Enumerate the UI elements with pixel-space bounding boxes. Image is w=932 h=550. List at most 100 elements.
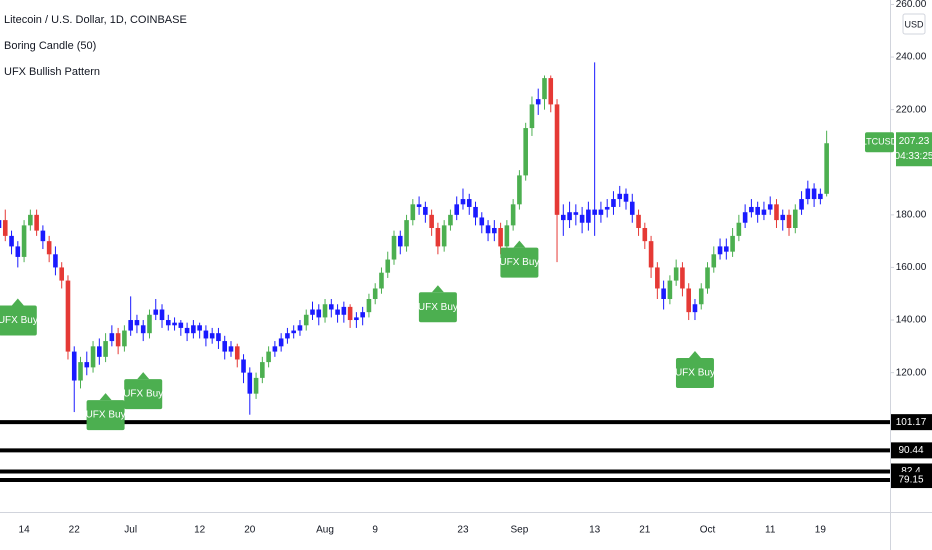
candle-body xyxy=(316,309,322,318)
candle-body xyxy=(655,267,660,289)
candle-body xyxy=(680,267,685,289)
signal-label: UFX Buy xyxy=(86,410,126,421)
candle-body xyxy=(59,267,64,281)
candle-body xyxy=(241,359,246,373)
y-tick-label: 140.00 xyxy=(896,315,927,326)
level-label: 79.15 xyxy=(898,475,923,486)
level-label: 101.17 xyxy=(896,417,927,428)
candle-body xyxy=(761,209,767,215)
candle-body xyxy=(673,267,679,281)
candle-body xyxy=(617,193,623,200)
x-tick-label: 14 xyxy=(19,525,31,536)
x-tick-label: 22 xyxy=(69,525,81,536)
candle-body xyxy=(542,78,547,100)
candle-body xyxy=(21,225,27,257)
candle-body xyxy=(159,309,165,321)
x-tick-label: Sep xyxy=(511,525,529,536)
x-tick-label: 23 xyxy=(457,525,469,536)
candle-body xyxy=(28,214,33,226)
candle-body xyxy=(397,235,403,247)
candle-body xyxy=(692,304,698,313)
candle-body xyxy=(460,199,466,205)
candle-body xyxy=(128,320,133,331)
candle-body xyxy=(435,227,441,247)
candle-body xyxy=(140,325,146,334)
candle-body xyxy=(291,330,296,334)
candle-body xyxy=(34,214,39,231)
level-label-box xyxy=(891,472,932,489)
signal-arrow xyxy=(137,372,150,380)
last-price-box xyxy=(896,132,932,167)
y-tick-label: 220.00 xyxy=(896,104,927,115)
x-tick-label: 21 xyxy=(639,525,651,536)
candle-body xyxy=(404,220,409,247)
signal-label: UFX Buy xyxy=(0,315,38,326)
candle-body xyxy=(172,322,177,326)
candle-body xyxy=(115,333,121,347)
candle-body xyxy=(71,351,77,381)
x-tick-label: Oct xyxy=(700,525,716,536)
candle-body xyxy=(103,341,108,357)
plot-area xyxy=(0,62,829,415)
candle-body xyxy=(303,314,309,326)
candle-body xyxy=(65,280,71,352)
currency-box[interactable] xyxy=(902,13,926,35)
candle-body xyxy=(485,225,491,234)
candle-body xyxy=(492,227,497,234)
candle-body xyxy=(178,322,184,328)
candle-body xyxy=(53,254,58,268)
signal-label: UFX Buy xyxy=(123,389,163,400)
candle-body xyxy=(234,346,240,360)
x-tick-label: 13 xyxy=(589,525,601,536)
candle-body xyxy=(636,214,641,228)
candle-body xyxy=(561,214,566,221)
candle-body xyxy=(818,193,823,200)
candle-body xyxy=(272,346,278,352)
signal-label: UFX Buy xyxy=(499,257,539,268)
candle-body xyxy=(216,333,221,342)
candle-body xyxy=(548,78,554,105)
candle-body xyxy=(153,309,159,315)
candle-body xyxy=(724,246,729,252)
candle-body xyxy=(730,235,735,252)
candle-body xyxy=(2,220,8,236)
candle-body xyxy=(191,325,196,334)
candle-body xyxy=(510,204,516,226)
currency[interactable]: USD xyxy=(904,19,924,29)
candle-body xyxy=(441,225,447,247)
candle-body xyxy=(736,222,742,236)
candle-body xyxy=(90,346,96,368)
candle-body xyxy=(767,204,773,210)
x-tick-label: 12 xyxy=(194,525,206,536)
candle-body xyxy=(523,128,528,176)
candle-body xyxy=(253,377,259,394)
candle-body xyxy=(247,372,253,394)
candle-body xyxy=(78,362,83,381)
candle-body xyxy=(529,104,535,129)
candle-body xyxy=(473,206,478,218)
candle-body xyxy=(385,259,391,273)
candle-body xyxy=(504,225,510,247)
candle-body xyxy=(623,193,629,202)
signal-arrow xyxy=(431,285,444,293)
indicator-name: UFX Bullish Pattern xyxy=(4,66,100,78)
candle-body xyxy=(9,235,14,247)
candle-body xyxy=(203,330,209,339)
y-tick-label: 160.00 xyxy=(896,262,927,273)
candle-body xyxy=(698,288,704,305)
candle-body xyxy=(278,338,284,347)
candle-body xyxy=(780,214,786,221)
candle-body xyxy=(711,254,717,268)
candle-body xyxy=(498,227,503,247)
candle-body xyxy=(611,199,616,207)
candle-body xyxy=(228,346,234,352)
signal-label: UFX Buy xyxy=(418,302,458,313)
candle-body xyxy=(786,214,792,228)
signal-box xyxy=(675,358,714,389)
x-tick-label: 19 xyxy=(815,525,827,536)
candle-body xyxy=(222,341,228,352)
candle-body xyxy=(329,304,334,310)
candle-body xyxy=(297,325,303,331)
